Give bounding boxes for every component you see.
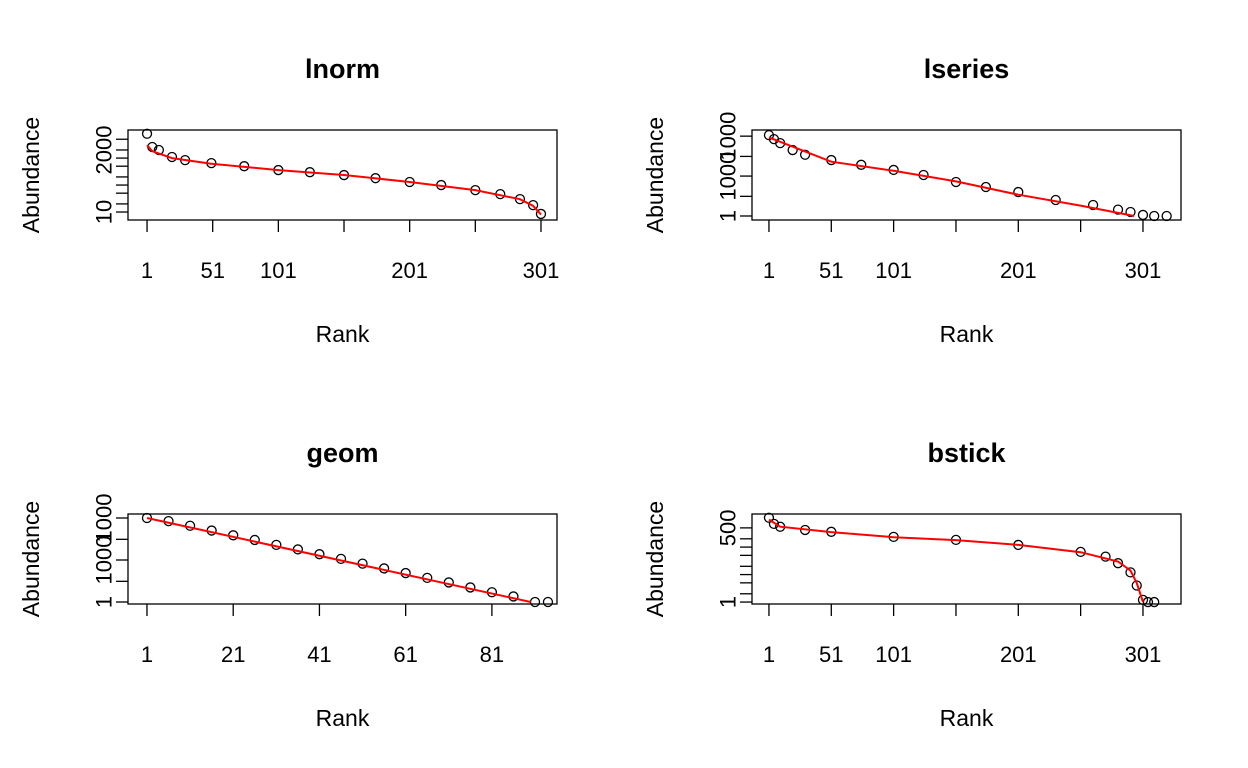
data-point <box>1125 206 1136 218</box>
data-point <box>1137 209 1149 221</box>
data-point <box>1112 204 1124 215</box>
y-axis-label: Abundance <box>642 501 668 617</box>
x-tick-label: 21 <box>221 642 245 667</box>
x-axis-label: Rank <box>940 321 994 347</box>
x-tick-label: 1 <box>141 258 153 283</box>
panel-title: lseries <box>924 54 1010 84</box>
x-tick-label: 101 <box>260 258 297 283</box>
x-tick-label: 81 <box>480 642 504 667</box>
y-tick-label: 1000 <box>92 536 117 585</box>
x-tick-label: 201 <box>1000 258 1037 283</box>
x-tick-label: 101 <box>875 258 912 283</box>
panel-title: bstick <box>927 438 1006 468</box>
plot-box <box>127 129 558 221</box>
y-tick-label: 1000 <box>716 152 741 201</box>
y-axis-label: Abundance <box>18 501 44 617</box>
y-tick-label: 1 <box>716 210 741 222</box>
data-point <box>1137 594 1149 606</box>
x-tick-label: 1 <box>763 642 775 667</box>
data-point <box>542 596 554 608</box>
y-tick-label: 1 <box>92 596 117 608</box>
x-tick-label: 101 <box>875 642 912 667</box>
data-point <box>1149 596 1160 608</box>
fit-line <box>768 136 1135 217</box>
y-tick-label: 1000 <box>716 112 741 161</box>
plot-box <box>751 513 1182 605</box>
data-point <box>1013 186 1024 198</box>
data-point <box>1161 210 1172 222</box>
x-tick-label: 301 <box>1125 642 1162 667</box>
x-tick-label: 51 <box>200 258 224 283</box>
x-tick-label: 51 <box>819 258 843 283</box>
plot-box <box>127 513 558 605</box>
x-axis-label: Rank <box>316 705 370 731</box>
data-point <box>535 208 547 220</box>
data-point <box>768 518 780 530</box>
panel-title: lnorm <box>305 54 380 84</box>
data-point <box>527 199 539 211</box>
y-tick-label: 1 <box>716 596 741 608</box>
data-point <box>1149 210 1160 222</box>
fit-line <box>146 517 531 603</box>
fit-line <box>146 144 542 216</box>
data-point <box>799 149 811 160</box>
data-point <box>1087 199 1099 211</box>
data-point <box>763 512 775 523</box>
y-tick-label: 500 <box>716 510 741 547</box>
x-tick-label: 1 <box>763 258 775 283</box>
data-point <box>529 596 541 608</box>
y-axis-label: Abundance <box>18 117 44 233</box>
y-tick-label: 1000 <box>92 494 117 543</box>
x-tick-label: 301 <box>1125 258 1162 283</box>
data-point <box>141 128 153 139</box>
data-point <box>1142 596 1154 608</box>
x-tick-label: 201 <box>391 258 428 283</box>
x-tick-label: 61 <box>393 642 417 667</box>
data-point <box>1112 558 1124 569</box>
x-tick-label: 201 <box>1000 642 1037 667</box>
data-point <box>1125 567 1136 578</box>
x-tick-label: 41 <box>307 642 331 667</box>
x-axis-label: Rank <box>940 705 994 731</box>
x-tick-label: 301 <box>523 258 560 283</box>
y-tick-label: 2000 <box>92 125 117 174</box>
fit-line <box>768 518 1144 603</box>
x-tick-label: 51 <box>819 642 843 667</box>
y-axis-label: Abundance <box>642 117 668 233</box>
x-axis-label: Rank <box>316 321 370 347</box>
x-tick-label: 1 <box>141 642 153 667</box>
plot-box <box>751 129 1182 221</box>
y-tick-label: 10 <box>92 200 117 224</box>
panel-title: geom <box>306 438 378 468</box>
